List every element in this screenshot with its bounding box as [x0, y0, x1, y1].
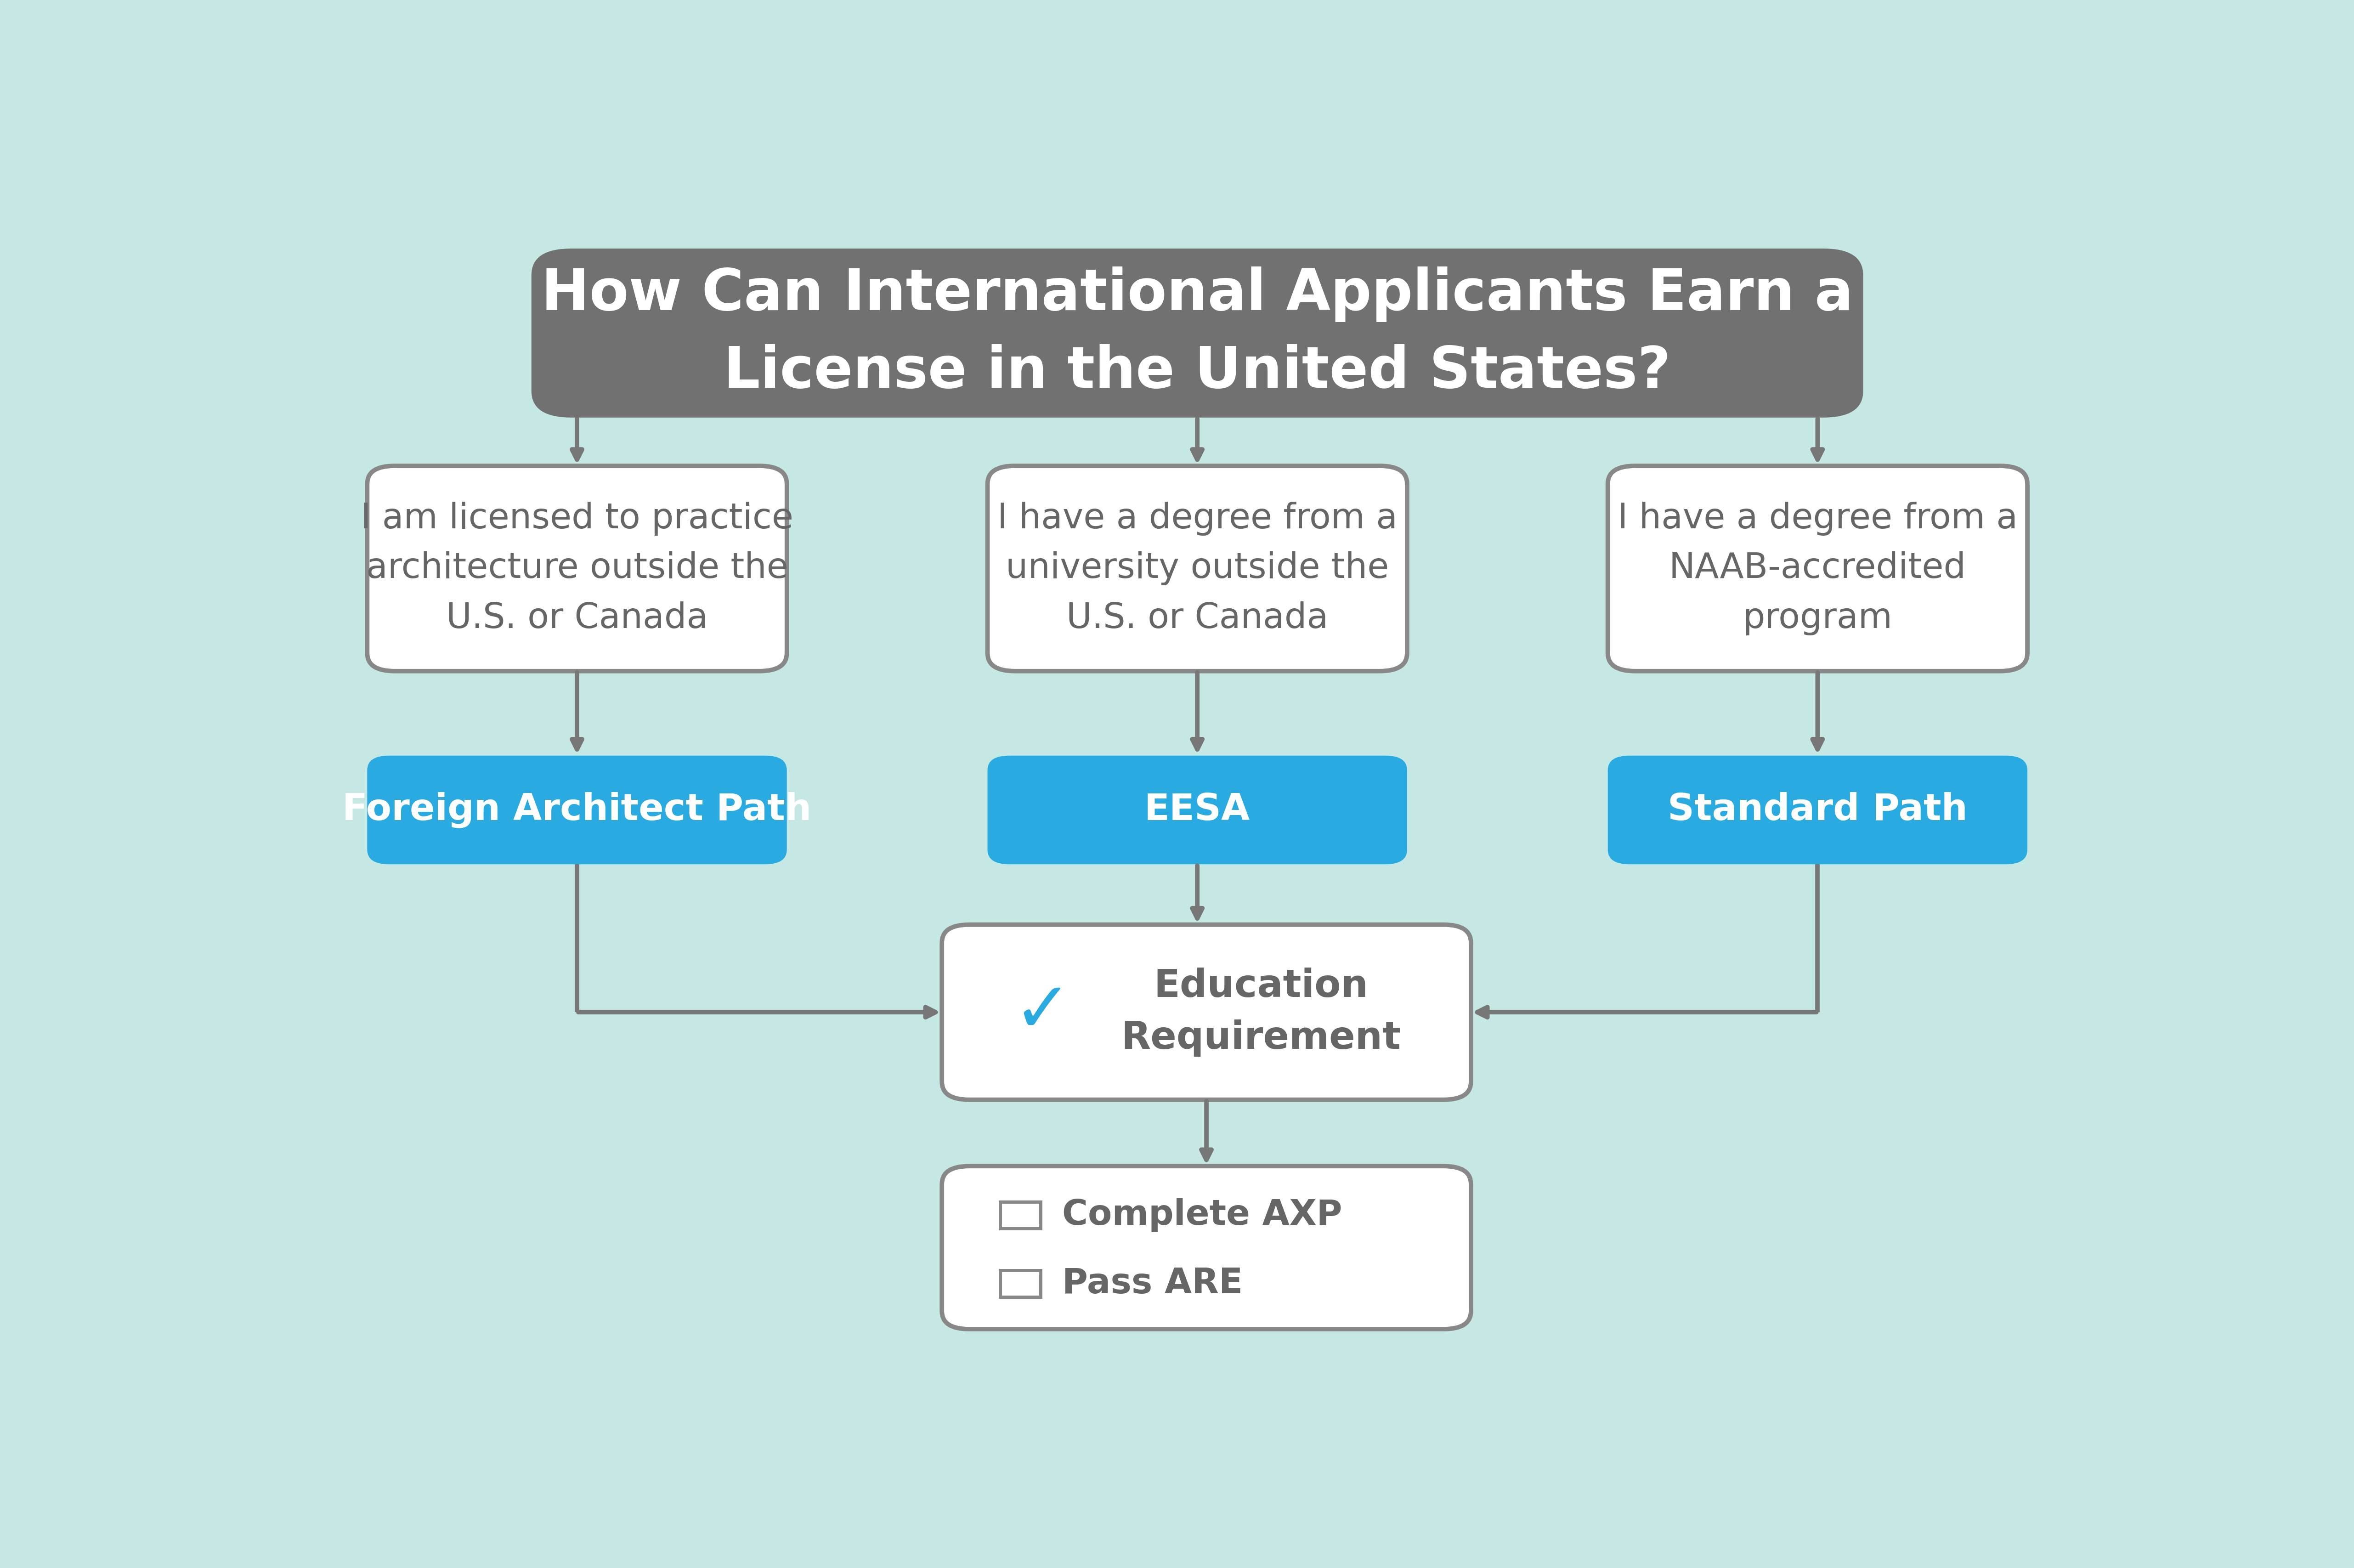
Text: Standard Path: Standard Path	[1667, 792, 1968, 828]
FancyBboxPatch shape	[1000, 1270, 1040, 1297]
FancyBboxPatch shape	[942, 925, 1471, 1099]
Text: I have a degree from a
NAAB-accredited
program: I have a degree from a NAAB-accredited p…	[1617, 502, 2017, 635]
FancyBboxPatch shape	[532, 248, 1864, 417]
Text: EESA: EESA	[1144, 792, 1250, 828]
FancyBboxPatch shape	[367, 756, 786, 864]
Text: ✓: ✓	[1012, 978, 1071, 1046]
Text: Education
Requirement: Education Requirement	[1121, 967, 1401, 1057]
Text: Pass ARE: Pass ARE	[1062, 1267, 1243, 1300]
FancyBboxPatch shape	[989, 756, 1408, 864]
Text: How Can International Applicants Earn a
License in the United States?: How Can International Applicants Earn a …	[541, 267, 1853, 400]
FancyBboxPatch shape	[1608, 756, 2027, 864]
FancyBboxPatch shape	[1000, 1201, 1040, 1228]
Text: Foreign Architect Path: Foreign Architect Path	[341, 792, 812, 828]
Text: Complete AXP: Complete AXP	[1062, 1198, 1342, 1232]
Text: I am licensed to practice
architecture outside the
U.S. or Canada: I am licensed to practice architecture o…	[360, 502, 793, 635]
FancyBboxPatch shape	[367, 466, 786, 671]
FancyBboxPatch shape	[1608, 466, 2027, 671]
FancyBboxPatch shape	[989, 466, 1408, 671]
FancyBboxPatch shape	[942, 1167, 1471, 1330]
Text: I have a degree from a
university outside the
U.S. or Canada: I have a degree from a university outsid…	[998, 502, 1398, 635]
